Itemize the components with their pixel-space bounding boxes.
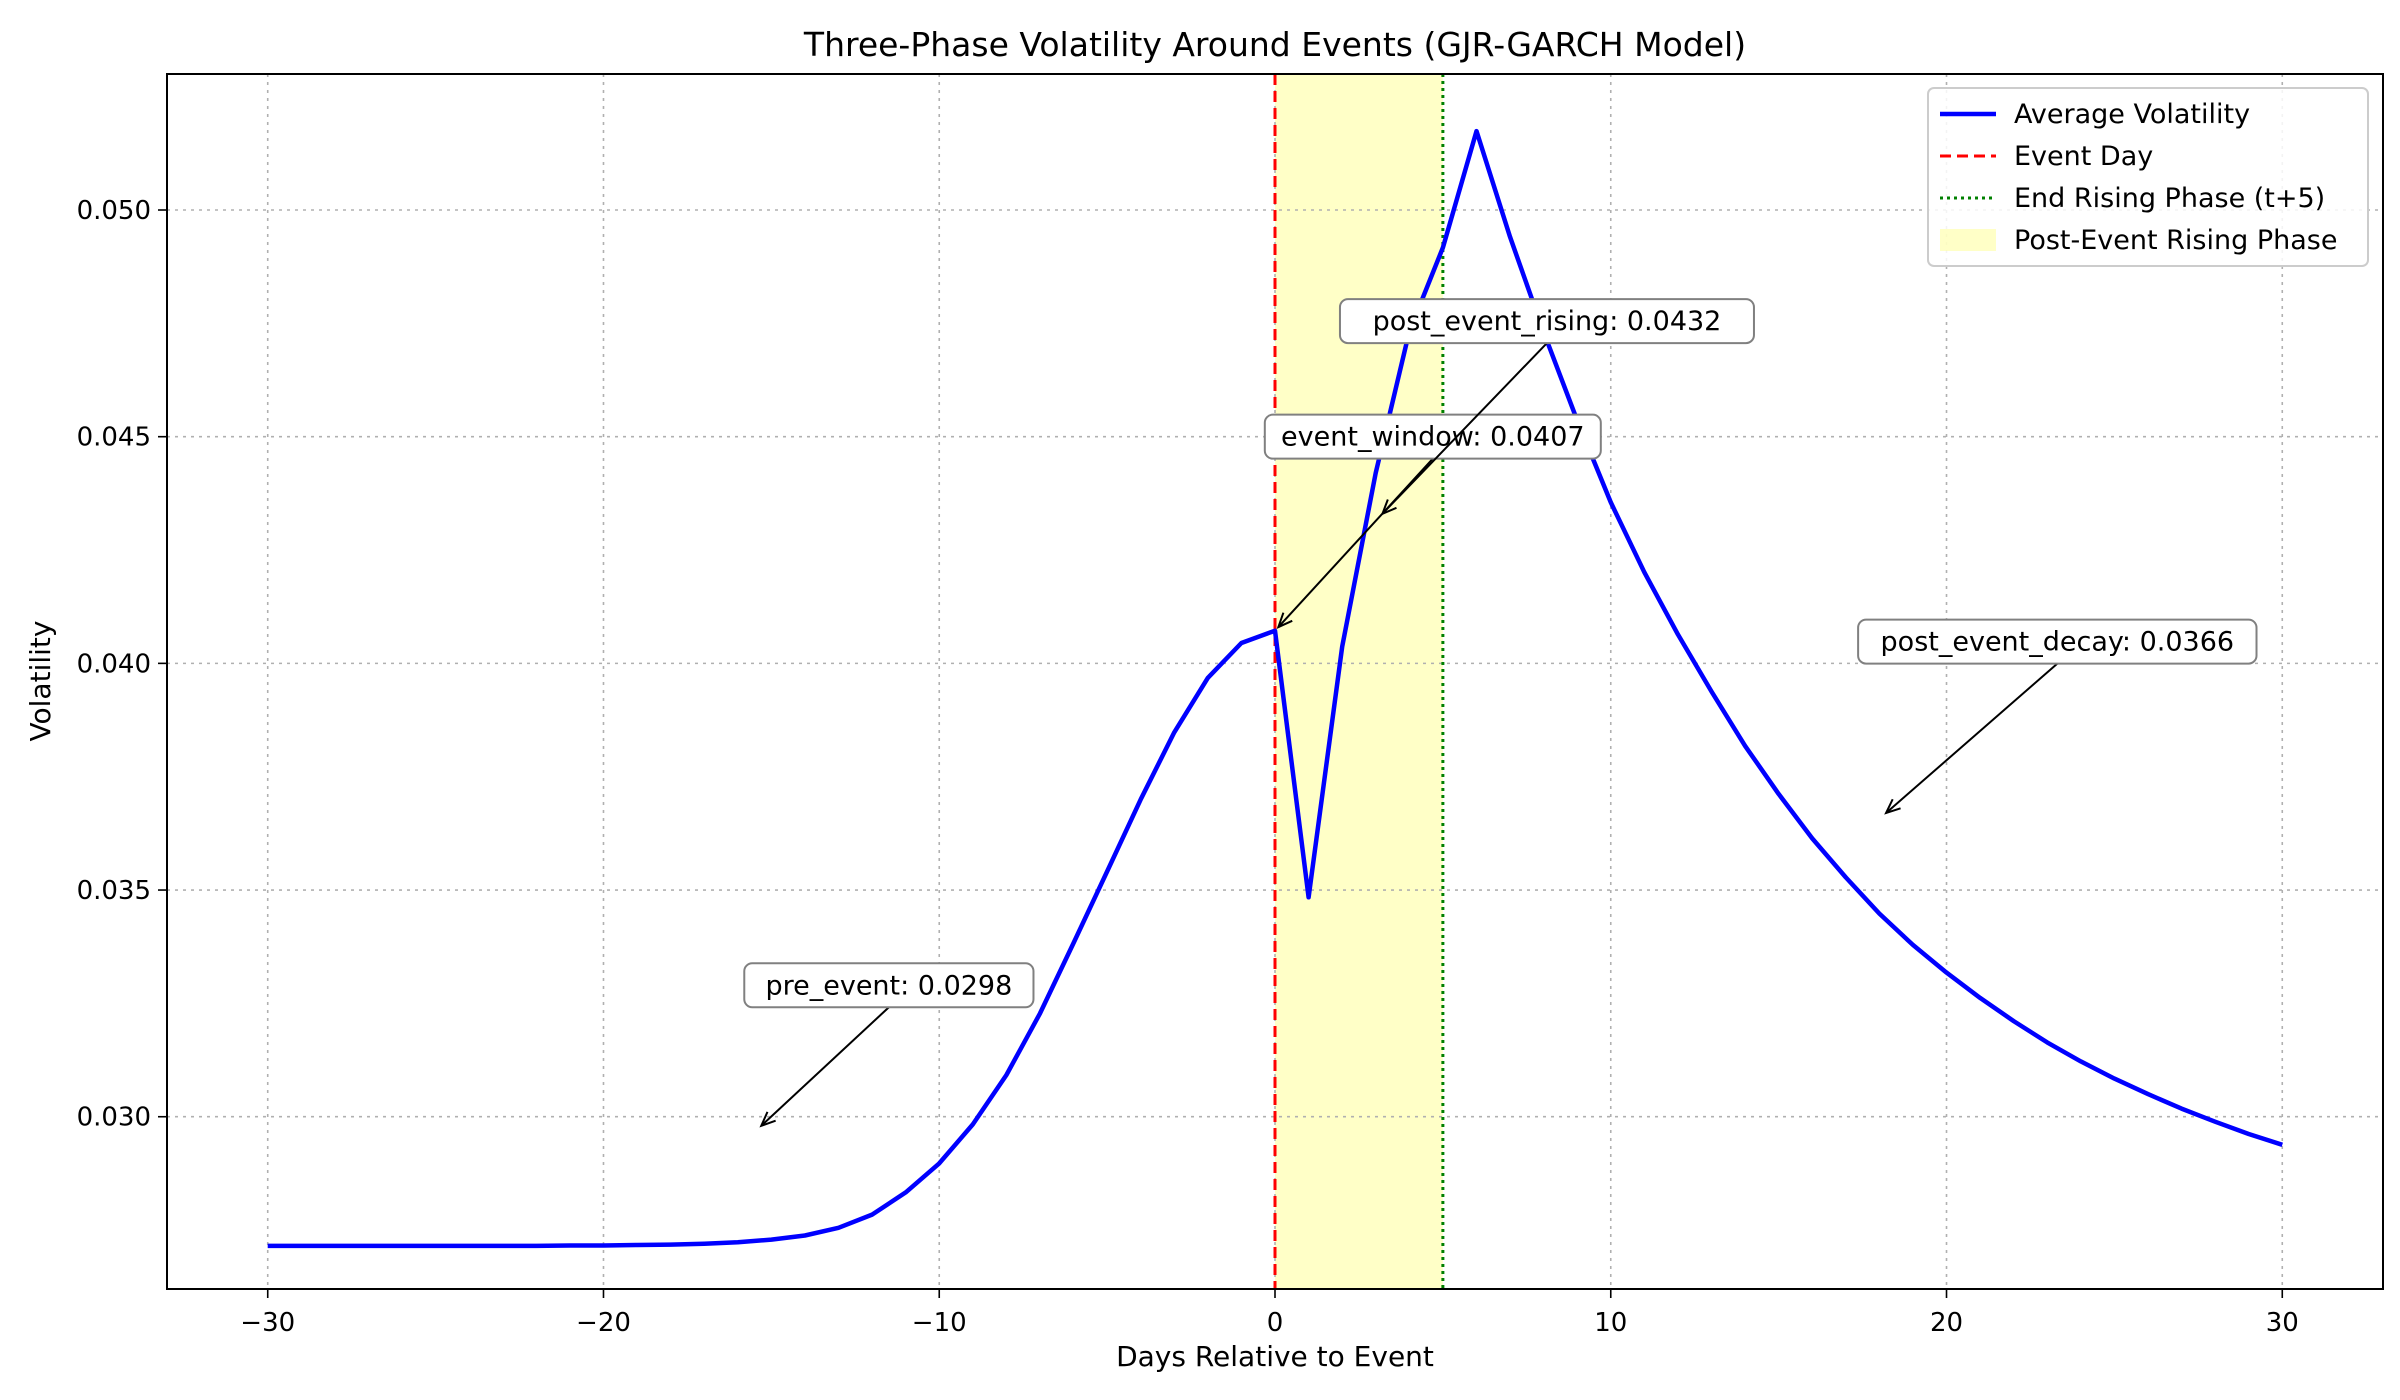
annotation-arrow (1277, 458, 1434, 628)
y-tick-label: 0.040 (77, 649, 151, 679)
annotation: pre_event: 0.0298 (743, 962, 1035, 1128)
annotation-arrow (760, 1006, 890, 1127)
y-tick-label: 0.030 (77, 1103, 151, 1133)
legend-item-end-rising-phase: End Rising Phase (t+5) (1940, 183, 2325, 214)
annotation-label: pre_event: 0.0298 (765, 970, 1012, 1001)
x-tick-label: −20 (576, 1308, 631, 1338)
x-tick-label: 20 (1930, 1308, 1963, 1338)
legend-item-average-volatility: Average Volatility (1940, 99, 2250, 130)
x-tick-label: −10 (912, 1308, 967, 1338)
legend-item-post-event-rising-phase: Post-Event Rising Phase (1940, 225, 2337, 256)
y-tick-label: 0.035 (77, 876, 151, 906)
y-axis-label: Volatility (24, 621, 57, 742)
annotation-label: post_event_decay: 0.0366 (1881, 627, 2235, 658)
rising-phase-span (1275, 74, 1443, 1289)
annotation-arrow (1885, 662, 2058, 814)
legend-box (1927, 87, 2369, 267)
legend: Average Volatility Event Day End Rising Ph… (1927, 87, 2369, 267)
x-tick-label: 30 (2266, 1308, 2299, 1338)
annotation-arrowhead (759, 1111, 776, 1128)
annotation: post_event_rising: 0.0432 (1338, 298, 1755, 516)
legend-label: End Rising Phase (t+5) (2014, 183, 2325, 214)
annotation-label: event_window: 0.0407 (1281, 422, 1585, 453)
x-tick-label: −30 (240, 1308, 295, 1338)
annotation-box (1857, 618, 2258, 665)
annotation-arrowhead (1884, 798, 1901, 815)
annotation-box (1338, 298, 1755, 345)
y-tick-label: 0.045 (77, 423, 151, 453)
annotation-box (743, 962, 1035, 1009)
annotation-arrowhead (1380, 499, 1397, 516)
annotation-label: post_event_rising: 0.0432 (1373, 306, 1722, 337)
legend-item-event-day: Event Day (1940, 141, 2153, 172)
annotation-box (1263, 413, 1602, 460)
chart-title: Three-Phase Volatility Around Events (GJ… (803, 25, 1746, 64)
legend-label: Average Volatility (2014, 99, 2250, 130)
annotation: event_window: 0.0407 (1263, 413, 1602, 629)
legend-label: Event Day (2014, 141, 2153, 172)
x-axis-label: Days Relative to Event (1116, 1340, 1434, 1373)
y-tick-label: 0.050 (77, 196, 151, 226)
annotation-arrowhead (1276, 612, 1293, 629)
annotation-arrow (1381, 342, 1548, 515)
annotation: post_event_decay: 0.0366 (1857, 618, 2258, 815)
x-tick-label: 0 (1267, 1308, 1284, 1338)
legend-swatch (1940, 229, 1996, 251)
x-tick-label: 10 (1594, 1308, 1627, 1338)
average-volatility-line (267, 128, 2283, 1249)
legend-label: Post-Event Rising Phase (2014, 225, 2337, 256)
